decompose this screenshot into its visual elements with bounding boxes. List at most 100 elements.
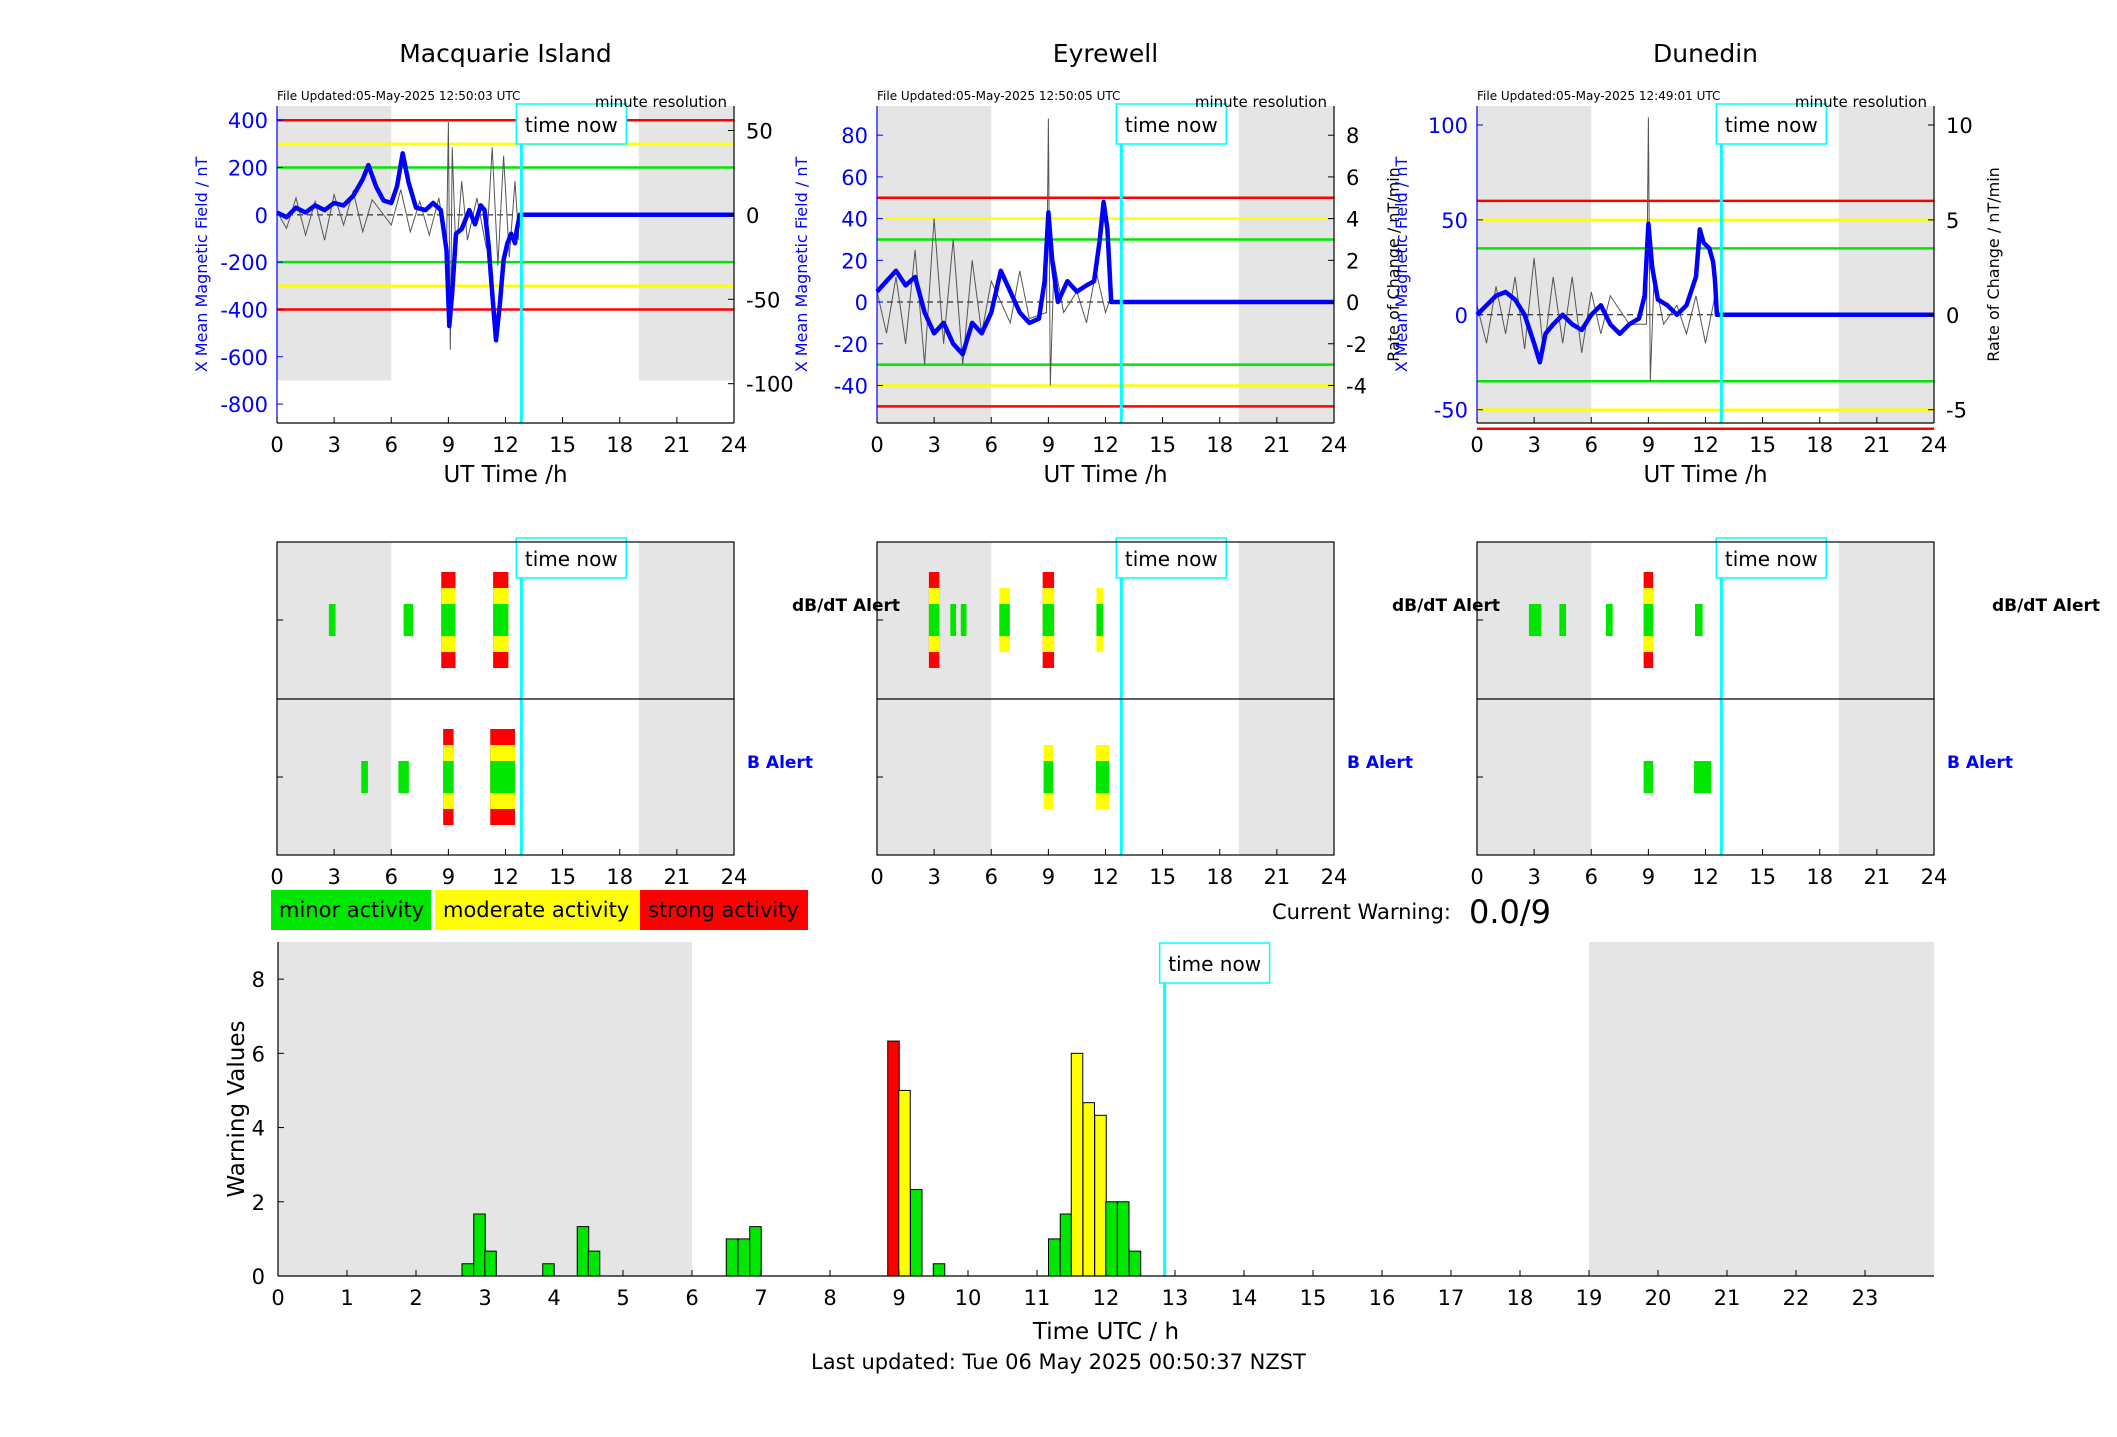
- warning-bar: [725, 1238, 739, 1277]
- shade-region: [277, 106, 392, 381]
- x-tick-label: 0: [271, 1286, 284, 1310]
- time-now-box: [1158, 942, 1271, 984]
- alert-bar: [960, 604, 967, 636]
- warning-bar: [484, 1250, 497, 1277]
- y-tick-label-right: 0: [1346, 291, 1359, 315]
- x-tick-label: 15: [1749, 433, 1776, 457]
- x-tick-label: 12: [1692, 433, 1719, 457]
- alert-bar: [361, 761, 368, 793]
- x-tick-label: 15: [549, 433, 576, 457]
- y-tick-label-right: -50: [746, 288, 780, 312]
- y-tick-label: 2: [252, 1191, 265, 1215]
- warning-bar: [898, 1089, 911, 1277]
- warning-bar: [737, 1238, 751, 1277]
- axes-layer: [276, 106, 1935, 1277]
- row-label-b: B Alert: [1347, 753, 1413, 773]
- x-tick-label: 15: [549, 865, 576, 889]
- x-tick-label: 24: [1321, 433, 1348, 457]
- shade-region: [1238, 106, 1334, 423]
- warning-bar: [1059, 1213, 1073, 1277]
- x-tick-label: 0: [270, 865, 283, 889]
- field-series: [276, 151, 734, 343]
- time-now-box: [1715, 537, 1828, 579]
- y-axis-label-left: X Mean Magnetic Field / nT: [1392, 157, 1411, 373]
- shade-region: [877, 106, 992, 423]
- y-axis-label-left: X Mean Magnetic Field / nT: [792, 157, 811, 373]
- x-tick-label: 0: [870, 433, 883, 457]
- x-tick-label: 9: [1042, 433, 1055, 457]
- x-tick-label: 6: [1585, 865, 1598, 889]
- y-tick-label-left: -800: [220, 393, 268, 417]
- x-tick-label: 6: [985, 865, 998, 889]
- x-tick-label: 11: [1024, 1286, 1051, 1310]
- y-tick-label-right: 0: [746, 204, 759, 228]
- file-updated-text: File Updated:05-May-2025 12:49:01 UTC: [1477, 89, 1720, 103]
- alert-bar: [1096, 604, 1104, 636]
- resolution-text: minute resolution: [1195, 93, 1327, 111]
- x-tick-label: 12: [1092, 865, 1119, 889]
- x-tick-label: 6: [385, 433, 398, 457]
- x-tick-label: 12: [1092, 433, 1119, 457]
- x-tick-label: 3: [927, 433, 940, 457]
- resolution-text: minute resolution: [1795, 93, 1927, 111]
- x-tick-label: 9: [1642, 865, 1655, 889]
- current-warning-label: Current Warning:: [1272, 900, 1451, 924]
- alert-bar: [1528, 604, 1542, 636]
- station-title: Eyrewell: [1053, 39, 1158, 68]
- legend-moderate: moderate activity: [435, 890, 640, 930]
- warning-bar: [1128, 1250, 1142, 1277]
- row-label-b: B Alert: [747, 753, 813, 773]
- row-label-dbdt: dB/dT Alert: [792, 596, 900, 616]
- y-tick-label: 6: [252, 1042, 265, 1066]
- y-tick-label-right: 0: [1946, 304, 1959, 328]
- row-label-dbdt: dB/dT Alert: [1392, 596, 1500, 616]
- x-tick-label: 12: [1692, 865, 1719, 889]
- alert-bar: [1606, 604, 1613, 636]
- x-tick-label: 13: [1162, 1286, 1189, 1310]
- current-warning: Current Warning: 0.0/9: [1272, 892, 1551, 932]
- x-tick-label: 18: [1206, 433, 1233, 457]
- x-tick-label: 22: [1783, 1286, 1810, 1310]
- x-tick-label: 6: [1585, 433, 1598, 457]
- alert-bar: [928, 604, 940, 636]
- warning-bar: [1105, 1201, 1118, 1277]
- y-tick-label-right: 2: [1346, 249, 1359, 273]
- warning-bar: [542, 1263, 555, 1277]
- rate-of-change-series: [276, 121, 520, 350]
- x-tick-label: 15: [1749, 865, 1776, 889]
- y-tick-label-left: -50: [1434, 399, 1468, 423]
- current-warning-value: 0.0/9: [1468, 893, 1551, 931]
- resolution-text: minute resolution: [595, 93, 727, 111]
- x-tick-label: 21: [1714, 1286, 1741, 1310]
- alert-bar: [1694, 761, 1712, 793]
- alert-bar: [493, 604, 509, 636]
- y-tick-label-right: 4: [1346, 208, 1359, 232]
- time-now-label: time now: [1725, 113, 1818, 137]
- time-now-label: time now: [525, 113, 618, 137]
- rate-of-change-series: [876, 118, 1112, 386]
- x-tick-label: 24: [1921, 865, 1948, 889]
- time-now-label: time now: [1725, 547, 1818, 571]
- shade-region: [638, 106, 734, 381]
- time-now-label: time now: [1168, 952, 1261, 976]
- warning-bar: [887, 1040, 900, 1277]
- time-now-box: [515, 537, 628, 579]
- x-tick-label: 9: [442, 433, 455, 457]
- warning-bar: [587, 1250, 601, 1277]
- x-tick-label: 12: [492, 865, 519, 889]
- y-tick-label-left: 0: [1455, 304, 1468, 328]
- time-now-label: time now: [1125, 113, 1218, 137]
- shade-region: [1838, 106, 1934, 423]
- x-tick-label: 12: [1093, 1286, 1120, 1310]
- x-tick-label: 6: [385, 865, 398, 889]
- y-tick-label: 4: [252, 1117, 265, 1141]
- x-tick-label: 23: [1852, 1286, 1879, 1310]
- x-tick-label: 7: [754, 1286, 767, 1310]
- x-tick-label: 17: [1438, 1286, 1465, 1310]
- x-tick-label: 0: [1470, 865, 1483, 889]
- warning-bar: [1070, 1052, 1084, 1277]
- x-tick-label: 18: [1806, 865, 1833, 889]
- y-tick-label-left: -400: [220, 298, 268, 322]
- y-tick-label: 8: [252, 968, 265, 992]
